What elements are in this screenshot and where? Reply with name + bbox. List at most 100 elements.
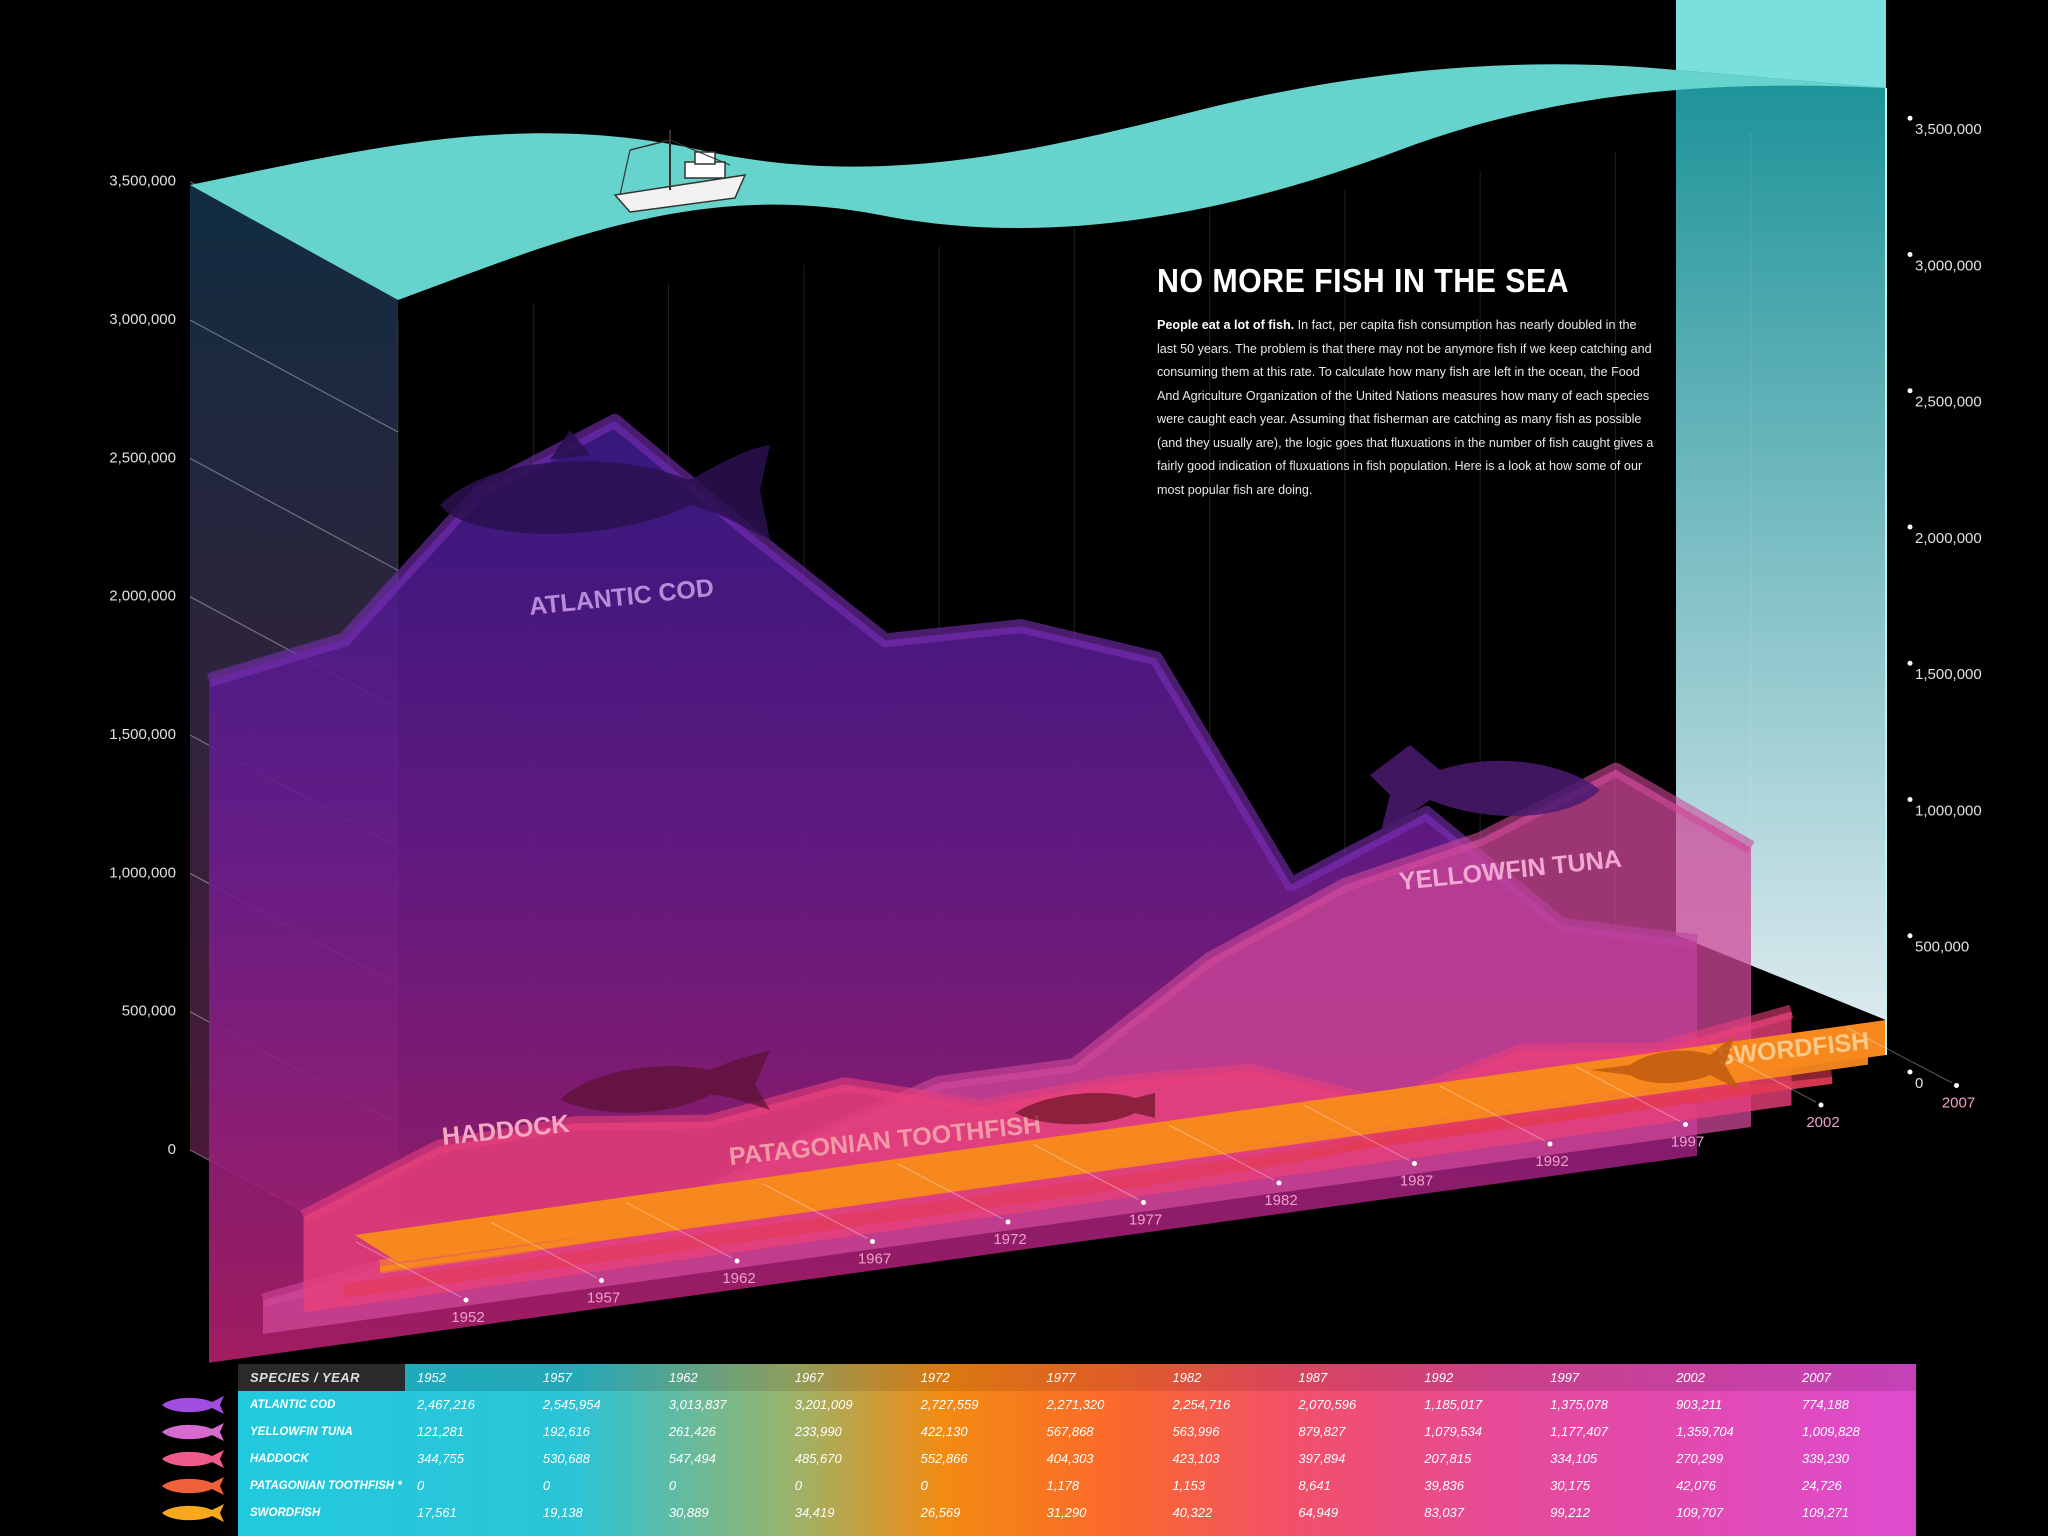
series-top-patagonian-toothfish	[343, 1070, 1833, 1298]
x-tick-line	[1304, 1105, 1410, 1161]
intro-bold: People eat a lot of fish.	[1157, 318, 1295, 332]
table-header-year: 1962	[668, 1370, 698, 1385]
y-tick-right: 1,500,000	[1915, 666, 1982, 683]
intro-text: People eat a lot of fish. In fact, per c…	[1157, 314, 1657, 502]
y-axis-left: 0 500,000 1,000,000 1,500,000 2,000,000 2,500…	[109, 173, 176, 1158]
x-tick-dot	[1412, 1161, 1417, 1166]
grid-depth-line	[189, 319, 399, 433]
x-tick-label: 1992	[1535, 1153, 1568, 1170]
table-value-cell: 1,178	[1046, 1478, 1080, 1493]
y-tick-right-dot	[1907, 524, 1913, 530]
legend-fish-icon	[162, 1450, 224, 1468]
table-header-species: SPECIES / YEAR	[238, 1364, 405, 1391]
table-value-cell: 1,153	[1172, 1478, 1205, 1493]
water-surface	[190, 64, 1886, 300]
tuna-fish-icon	[1370, 745, 1600, 835]
table-row: SWORDFISH 17,561 19,138 30,889 34,419 26,569 3…	[238, 1499, 1916, 1526]
table-value-cell: 19,138	[542, 1505, 583, 1520]
y-axis-right: 0 500,000 1,000,000 1,500,000 2,000,000 2,500…	[1907, 115, 1982, 1092]
table-value-cell: 547,494	[668, 1451, 716, 1466]
x-tick-line	[1846, 1027, 1952, 1083]
x-tick-label: 1957	[587, 1290, 620, 1307]
table-body: ATLANTIC COD 2,467,216 2,545,954 3,013,837 3…	[238, 1391, 1916, 1526]
haddock-fish-icon	[560, 1050, 770, 1113]
table-species-cell: SWORDFISH	[250, 1506, 321, 1519]
table-value-cell: 0	[668, 1478, 677, 1493]
y-tick-right: 2,000,000	[1915, 530, 1982, 547]
table-row: ATLANTIC COD 2,467,216 2,545,954 3,013,837 3…	[238, 1391, 1916, 1418]
table-value-cell: 485,670	[794, 1451, 842, 1466]
table-value-cell: 109,707	[1676, 1505, 1724, 1520]
y-tick-left: 3,500,000	[109, 173, 176, 190]
table-value-cell: 422,130	[920, 1424, 968, 1439]
x-tick-label: 1972	[993, 1231, 1026, 1248]
table-species-cell: YELLOWFIN TUNA	[250, 1425, 353, 1438]
x-tick-dot	[599, 1278, 604, 1283]
x-tick-dot	[1683, 1122, 1688, 1127]
x-tick-dot	[1141, 1200, 1146, 1205]
table-value-cell: 39,836	[1424, 1478, 1465, 1493]
x-tick-dot	[734, 1258, 740, 1264]
table-value-cell: 8,641	[1298, 1478, 1331, 1493]
table-value-cell: 207,815	[1424, 1451, 1472, 1466]
y-tick-right: 500,000	[1915, 939, 1969, 956]
y-tick-right: 3,000,000	[1915, 257, 1982, 274]
table-value-cell: 1,009,828	[1801, 1424, 1860, 1439]
x-tick-dot	[1005, 1219, 1011, 1225]
x-tick-label: 1987	[1400, 1173, 1433, 1190]
x-tick-dot	[463, 1297, 469, 1303]
table-value-cell: 0	[794, 1478, 802, 1493]
table-value-cell: 1,359,704	[1676, 1424, 1734, 1439]
table-value-cell: 31,290	[1046, 1505, 1087, 1520]
table-header-year: 1972	[920, 1370, 950, 1385]
table-value-cell: 0	[920, 1478, 928, 1493]
water-front	[1676, 0, 1886, 88]
table-value-cell: 879,827	[1298, 1424, 1346, 1439]
table-header-year: 2007	[1801, 1370, 1831, 1385]
table-value-cell: 530,688	[542, 1451, 590, 1466]
toothfish-fish-icon	[1015, 1093, 1155, 1125]
x-tick-label: 1952	[451, 1309, 484, 1326]
table-value-cell: 1,079,534	[1424, 1424, 1483, 1439]
intro-body: In fact, per capita fish consumption has…	[1157, 318, 1654, 497]
y-tick-right-dot	[1907, 388, 1913, 394]
x-tick-line	[897, 1163, 1004, 1220]
x-tick-label: 2007	[1942, 1095, 1975, 1112]
y-tick-left: 2,000,000	[109, 588, 176, 605]
table-value-cell: 2,271,320	[1046, 1397, 1105, 1412]
chart-title: NO MORE FISH IN THE SEA	[1157, 262, 1570, 299]
series-area-yellowfin-tuna	[263, 769, 1751, 1334]
table-value-cell: 1,185,017	[1424, 1397, 1483, 1412]
table-value-cell: 0	[542, 1478, 551, 1493]
y-tick-left: 2,500,000	[109, 449, 176, 466]
x-tick-dot	[1818, 1102, 1824, 1108]
table-value-cell: 334,105	[1550, 1451, 1598, 1466]
table-value-cell: 64,949	[1298, 1505, 1339, 1520]
x-tick-dot	[1547, 1141, 1553, 1147]
x-tick-label: 1967	[858, 1251, 891, 1268]
x-tick-dot	[1954, 1083, 1959, 1088]
y-tick-right-dot	[1907, 115, 1913, 121]
table-value-cell: 903,211	[1676, 1397, 1723, 1412]
legend-fish-icon	[162, 1396, 224, 1414]
x-tick-label: 2002	[1806, 1114, 1839, 1131]
table-value-cell: 42,076	[1676, 1478, 1716, 1493]
x-tick-line	[1168, 1124, 1275, 1181]
y-tick-left: 1,500,000	[109, 726, 176, 743]
table-value-cell: 1,375,078	[1550, 1397, 1608, 1412]
table-value-cell: 99,212	[1550, 1505, 1590, 1520]
y-tick-right: 2,500,000	[1915, 394, 1982, 411]
x-tick-dot	[870, 1239, 875, 1244]
y-tick-right: 1,000,000	[1915, 802, 1982, 819]
table-species-cell: ATLANTIC COD	[250, 1398, 336, 1411]
table-value-cell: 17,561	[417, 1505, 457, 1520]
floor-band	[355, 1020, 1886, 1262]
y-tick-right-dot	[1907, 1069, 1913, 1075]
y-tick-right-dot	[1907, 251, 1913, 257]
legend-fish-icon	[162, 1477, 224, 1495]
x-tick-line	[1439, 1085, 1546, 1142]
legend-fish-icon	[162, 1504, 224, 1522]
table-value-cell: 404,303	[1046, 1451, 1094, 1466]
table-value-cell: 30,889	[668, 1505, 709, 1520]
